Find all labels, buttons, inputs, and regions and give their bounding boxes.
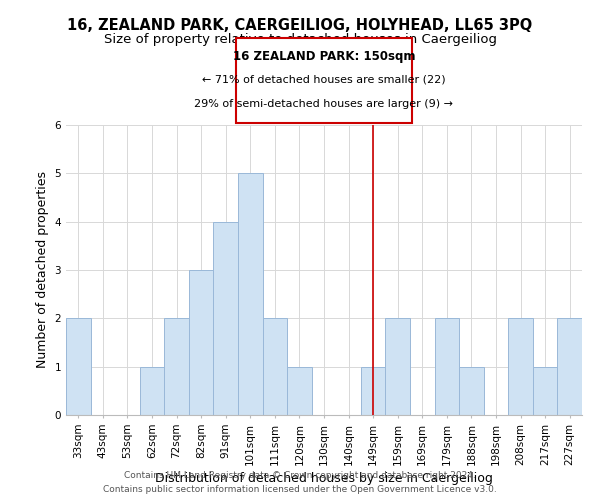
Bar <box>533 366 557 415</box>
Bar <box>263 318 287 415</box>
Text: 16 ZEALAND PARK: 150sqm: 16 ZEALAND PARK: 150sqm <box>233 50 415 62</box>
Text: Contains HM Land Registry data © Crown copyright and database right 2024.: Contains HM Land Registry data © Crown c… <box>124 472 476 480</box>
Bar <box>508 318 533 415</box>
Bar <box>238 174 263 415</box>
Text: 29% of semi-detached houses are larger (9) →: 29% of semi-detached houses are larger (… <box>194 99 454 109</box>
Bar <box>557 318 582 415</box>
Bar <box>287 366 312 415</box>
Text: 16, ZEALAND PARK, CAERGEILIOG, HOLYHEAD, LL65 3PQ: 16, ZEALAND PARK, CAERGEILIOG, HOLYHEAD,… <box>67 18 533 32</box>
Text: Size of property relative to detached houses in Caergeiliog: Size of property relative to detached ho… <box>104 32 497 46</box>
Bar <box>189 270 214 415</box>
Bar <box>361 366 385 415</box>
X-axis label: Distribution of detached houses by size in Caergeiliog: Distribution of detached houses by size … <box>155 472 493 484</box>
Bar <box>434 318 459 415</box>
Bar <box>164 318 189 415</box>
Y-axis label: Number of detached properties: Number of detached properties <box>36 172 49 368</box>
Bar <box>385 318 410 415</box>
Text: Contains public sector information licensed under the Open Government Licence v3: Contains public sector information licen… <box>103 484 497 494</box>
Bar <box>214 222 238 415</box>
Bar <box>459 366 484 415</box>
Text: ← 71% of detached houses are smaller (22): ← 71% of detached houses are smaller (22… <box>202 75 446 85</box>
Bar <box>66 318 91 415</box>
Bar <box>140 366 164 415</box>
